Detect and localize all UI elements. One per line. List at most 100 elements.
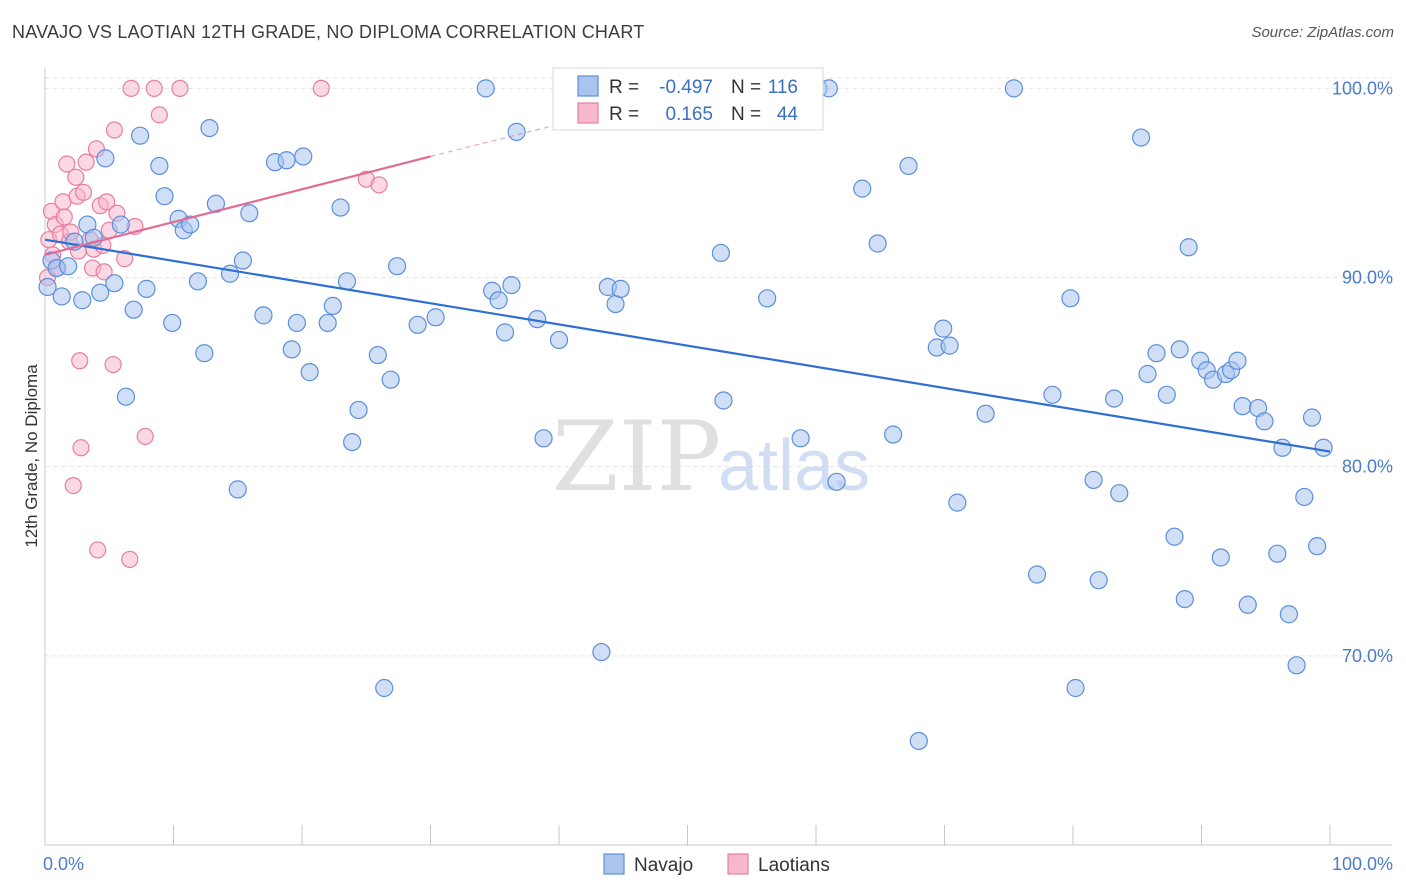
navajo-point-55 bbox=[507, 122, 526, 141]
navajo-point-62 bbox=[611, 279, 630, 298]
laotian-trend-line bbox=[44, 155, 431, 256]
navajo-point-11 bbox=[105, 274, 124, 293]
navajo-point-73 bbox=[883, 425, 903, 444]
navajo-point-23 bbox=[188, 272, 208, 291]
bottom-legend-swatch-laotian bbox=[727, 853, 749, 875]
navajo-point-16 bbox=[137, 279, 156, 298]
navajo-point-74 bbox=[899, 156, 918, 176]
navajo-point-75 bbox=[909, 731, 928, 751]
laotian-point-38 bbox=[145, 79, 163, 97]
laotian-point-28 bbox=[98, 193, 116, 211]
navajo-point-50 bbox=[476, 79, 495, 98]
navajo-point-27 bbox=[220, 264, 240, 283]
navajo-point-67 bbox=[791, 429, 810, 448]
navajo-point-4 bbox=[59, 257, 78, 276]
laotian-point-13 bbox=[67, 168, 85, 186]
legend-swatch-laotian bbox=[577, 102, 599, 124]
y-tick-label-0: 70.0% bbox=[1342, 646, 1393, 666]
navajo-point-36 bbox=[294, 147, 313, 166]
navajo-point-25 bbox=[200, 118, 219, 138]
bottom-legend-label-navajo: Navajo bbox=[634, 855, 693, 876]
navajo-point-82 bbox=[1027, 565, 1047, 584]
legend-n-value-laotian: 44 bbox=[777, 104, 799, 125]
navajo-point-34 bbox=[282, 340, 301, 359]
axes bbox=[44, 68, 1392, 846]
y-tick-label-1: 80.0% bbox=[1342, 457, 1393, 477]
laotian-point-12 bbox=[64, 477, 82, 495]
navajo-point-49 bbox=[426, 308, 445, 327]
navajo-point-91 bbox=[1138, 364, 1157, 384]
navajo-point-92 bbox=[1147, 344, 1166, 363]
x-tick-label-1: 100.0% bbox=[1332, 854, 1393, 874]
y-axis-label: 12th Grade, No Diploma bbox=[22, 364, 41, 548]
navajo-point-71 bbox=[853, 179, 872, 198]
laotian-point-33 bbox=[116, 250, 134, 268]
bottom-legend-label-laotian: Laotians bbox=[758, 855, 830, 876]
laotian-point-16 bbox=[71, 352, 89, 370]
navajo-point-77 bbox=[934, 319, 953, 338]
navajo-point-115 bbox=[1308, 537, 1327, 556]
legend-swatch-navajo bbox=[577, 75, 599, 97]
laotian-point-17 bbox=[72, 439, 90, 457]
navajo-point-44 bbox=[368, 345, 387, 365]
navajo-point-3 bbox=[52, 287, 71, 306]
laotian-point-24 bbox=[89, 541, 107, 559]
navajo-point-28 bbox=[228, 480, 247, 499]
legend-r-label-navajo: R = bbox=[609, 77, 639, 98]
navajo-point-97 bbox=[1179, 238, 1198, 257]
navajo-point-116 bbox=[1314, 438, 1333, 457]
bottom-legend-swatch-navajo bbox=[603, 853, 625, 875]
watermark: ZIP atlas bbox=[552, 401, 870, 513]
navajo-point-52 bbox=[489, 291, 508, 310]
legend-n-label-laotian: N = bbox=[731, 104, 761, 125]
navajo-point-93 bbox=[1157, 385, 1176, 404]
navajo-point-17 bbox=[150, 156, 169, 176]
navajo-point-85 bbox=[1066, 678, 1085, 698]
y-tick-label-2: 90.0% bbox=[1342, 268, 1393, 288]
navajo-point-40 bbox=[331, 198, 350, 217]
navajo-point-70 bbox=[827, 472, 846, 491]
bottom-legend: Navajo Laotians bbox=[603, 853, 830, 876]
navajo-point-83 bbox=[1043, 385, 1062, 404]
navajo-point-48 bbox=[408, 315, 427, 334]
navajo-point-78 bbox=[940, 336, 959, 355]
navajo-point-54 bbox=[502, 275, 521, 295]
navajo-point-94 bbox=[1165, 527, 1184, 546]
navajo-point-111 bbox=[1279, 605, 1298, 624]
navajo-point-31 bbox=[254, 306, 273, 325]
navajo-point-80 bbox=[976, 404, 995, 423]
navajo-point-79 bbox=[948, 493, 967, 512]
navajo-point-10 bbox=[96, 149, 115, 168]
laotian-point-31 bbox=[105, 121, 123, 139]
navajo-point-33 bbox=[277, 151, 296, 170]
laotian-point-37 bbox=[136, 427, 154, 446]
navajo-point-0 bbox=[38, 277, 57, 297]
legend-r-value-laotian: 0.165 bbox=[665, 104, 713, 125]
navajo-point-101 bbox=[1211, 548, 1230, 567]
navajo-point-112 bbox=[1287, 656, 1306, 675]
navajo-point-96 bbox=[1175, 589, 1194, 609]
stats-legend: R = -0.497 N = 116 R = 0.165 N = 44 bbox=[552, 67, 824, 131]
navajo-point-19 bbox=[163, 313, 182, 333]
grid-lines bbox=[45, 77, 1392, 657]
navajo-point-89 bbox=[1110, 484, 1129, 503]
navajo-point-63 bbox=[711, 243, 731, 263]
navajo-point-84 bbox=[1061, 289, 1080, 308]
navajo-point-30 bbox=[240, 204, 259, 223]
x-tick-label-0: 0.0% bbox=[43, 854, 84, 874]
navajo-point-39 bbox=[323, 296, 342, 316]
navajo-point-72 bbox=[868, 234, 887, 253]
navajo-point-18 bbox=[155, 187, 174, 206]
navajo-point-109 bbox=[1268, 544, 1287, 563]
navajo-point-13 bbox=[116, 387, 136, 406]
laotian-point-39 bbox=[150, 106, 168, 124]
legend-n-value-navajo: 116 bbox=[768, 77, 798, 98]
navajo-point-53 bbox=[495, 323, 515, 342]
navajo-point-41 bbox=[337, 272, 357, 291]
navajo-point-105 bbox=[1233, 397, 1252, 416]
laotian-point-30 bbox=[104, 355, 122, 374]
navajo-point-81 bbox=[1004, 79, 1023, 98]
navajo-point-86 bbox=[1084, 470, 1103, 490]
legend-r-label-laotian: R = bbox=[609, 104, 639, 125]
laotian-trend-extension bbox=[430, 123, 560, 158]
